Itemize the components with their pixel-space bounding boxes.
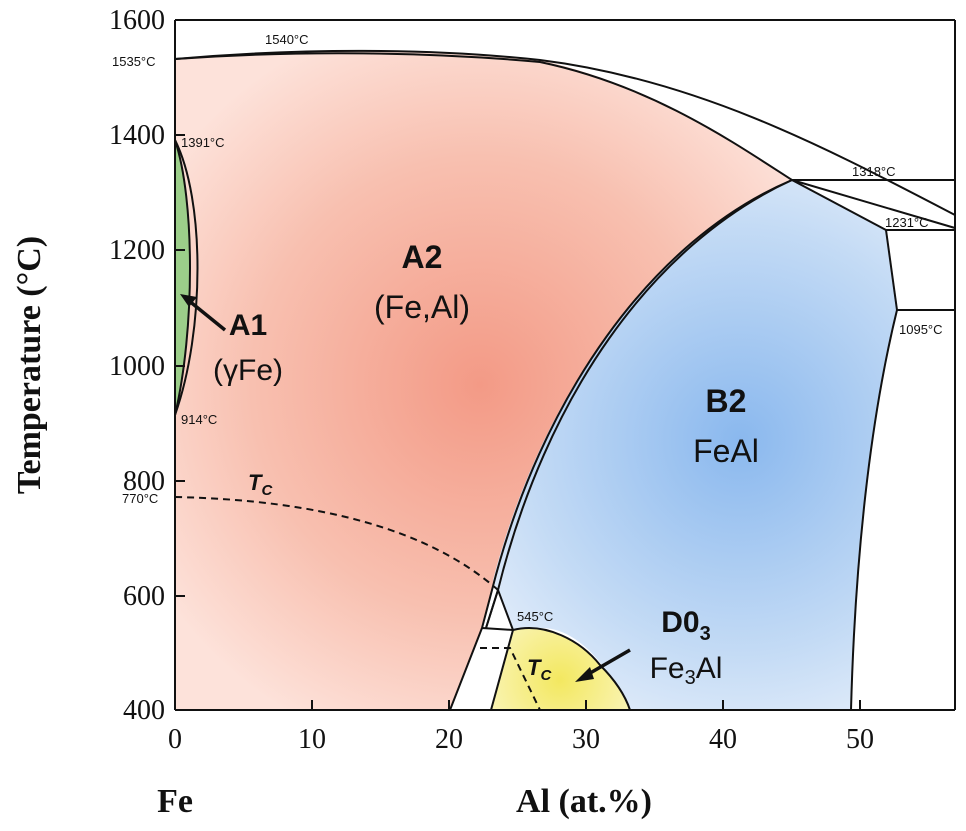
y-tick-label: 1600: [109, 5, 165, 36]
phase-label-a1: A1: [229, 309, 267, 342]
curie-label-a2: TC: [248, 470, 273, 499]
x-tick-labels: 0 10 20 30 40 50: [168, 724, 874, 755]
phase-label-a2: A2: [402, 239, 443, 275]
region-d03: [491, 628, 630, 710]
x-tick-label: 10: [298, 724, 326, 755]
y-tick-label: 1400: [109, 120, 165, 151]
region-a2: [175, 50, 792, 711]
x-tick-label: 50: [846, 724, 874, 755]
y-tick-label: 1200: [109, 235, 165, 266]
phase-formula-d03: Fe3Al: [650, 652, 723, 689]
phase-label-b2: B2: [706, 383, 747, 419]
curie-lines: [174, 496, 541, 711]
y-tick-label: 600: [123, 581, 165, 612]
curie-label-d03: TC: [527, 655, 552, 684]
region-b2: [493, 180, 897, 710]
x-tick-label: 20: [435, 724, 463, 755]
temp-label-914: 914°C: [181, 412, 217, 427]
phase-boundaries: [174, 49, 956, 711]
phase-formula-a1: (γFe): [213, 354, 283, 387]
region-a1: [175, 140, 190, 415]
phase-label-d03: D03: [661, 606, 710, 645]
temp-label-1231: 1231°C: [885, 215, 929, 230]
x-tick-label: 0: [168, 724, 182, 755]
temp-label-1318: 1318°C: [852, 164, 896, 179]
x-tick-label: 40: [709, 724, 737, 755]
x-axis-title: Al (at.%): [516, 783, 652, 820]
temp-label-1540: 1540°C: [265, 32, 309, 47]
y-tick-label: 400: [123, 695, 165, 726]
temp-label-1535: 1535°C: [112, 54, 156, 69]
temp-label-1391: 1391°C: [181, 135, 225, 150]
temp-label-545: 545°C: [517, 609, 553, 624]
x-tick-marks: [174, 700, 861, 710]
y-tick-label: 800: [123, 466, 165, 497]
y-tick-labels: 1600 1400 1200 1000 800 600 400: [109, 5, 165, 726]
x-left-label: Fe: [157, 783, 193, 820]
y-tick-marks: [175, 19, 185, 711]
temperature-labels: 1540°C 1535°C 1391°C 1318°C 1231°C 1095°…: [112, 32, 943, 624]
y-tick-label: 1000: [109, 351, 165, 382]
temp-label-1095: 1095°C: [899, 322, 943, 337]
temp-label-770: 770°C: [122, 491, 158, 506]
x-tick-label: 30: [572, 724, 600, 755]
phase-formula-b2: FeAl: [693, 433, 759, 469]
y-axis-title: Temperature (°C): [11, 236, 48, 494]
d03-arrow-icon: [575, 648, 631, 682]
a1-arrow-icon: [180, 294, 227, 332]
phase-formula-a2: (Fe,Al): [374, 289, 470, 325]
